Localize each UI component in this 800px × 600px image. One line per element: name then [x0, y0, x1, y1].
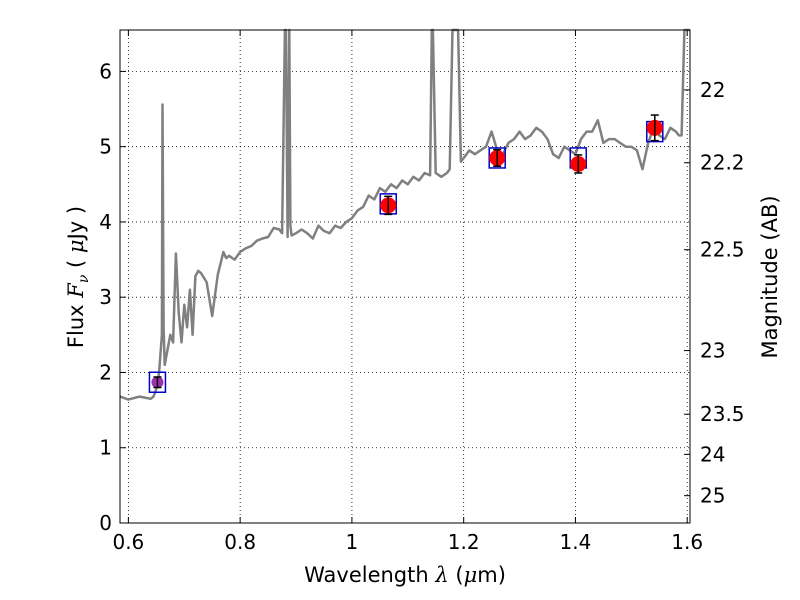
y-tick-label: 6 — [99, 59, 112, 83]
x-tick-label: 1.6 — [671, 530, 703, 554]
x-tick-label: 0.8 — [224, 530, 256, 554]
axis-ticks: 0.6 0.8 1 1.2 1.4 1.601234562222.222.52323.52… — [99, 30, 745, 554]
x-tick-label: 1 — [346, 530, 359, 554]
y-tick-label: 1 — [99, 436, 112, 460]
model-spectrum-layer — [119, 28, 690, 401]
x-axis-label: Wavelength λ (μm) — [304, 563, 506, 587]
grid — [120, 30, 690, 524]
x-tick-label: 1.4 — [560, 530, 592, 554]
y-tick-label: 4 — [99, 210, 112, 234]
mag-tick-label: 23.5 — [700, 402, 745, 426]
y2-axis-label: Magnitude (AB) — [758, 195, 782, 358]
x-tick-label: 0.6 — [112, 530, 144, 554]
y-tick-label: 5 — [99, 135, 112, 159]
model-photometry-box — [148, 371, 167, 394]
y-tick-label: 0 — [99, 511, 112, 535]
x-tick-label: 1.2 — [448, 530, 480, 554]
mag-tick-label: 22.5 — [700, 238, 745, 262]
mag-tick-label: 24 — [700, 442, 725, 466]
mag-tick-label: 25 — [700, 484, 725, 508]
y-tick-label: 2 — [99, 360, 112, 384]
y-tick-label: 3 — [99, 285, 112, 309]
observed-photometry-layer — [151, 114, 663, 389]
mag-tick-label: 22.2 — [700, 151, 745, 175]
model-spectrum-line — [119, 28, 690, 401]
y-axis-label: Flux Fν ( μJy ) — [64, 206, 92, 348]
mag-tick-label: 23 — [700, 339, 725, 363]
mag-tick-label: 22 — [700, 78, 725, 102]
plot-frame — [119, 29, 691, 524]
